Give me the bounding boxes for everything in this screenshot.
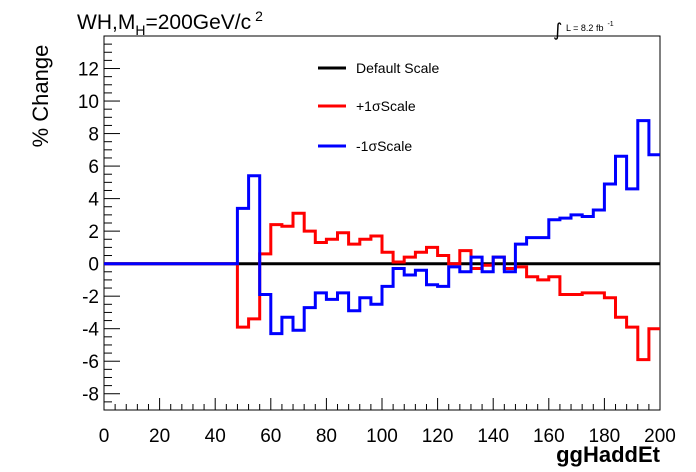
- x-tick-label: 60: [260, 426, 281, 447]
- legend-entry-label: -1σScale: [356, 138, 412, 154]
- series-layer: [104, 119, 660, 362]
- y-tick-label: -8: [82, 385, 99, 406]
- title-mid: =200GeV/c: [145, 11, 251, 34]
- legend: Default Scale +1σScale -1σScale: [318, 60, 439, 154]
- y-tick-label: 12: [78, 60, 99, 81]
- x-axis-title: ggHaddEt: [556, 442, 661, 467]
- x-tick-label: 200: [644, 426, 676, 447]
- y-axis-title: % Change: [28, 45, 53, 148]
- x-tick-label: 0: [99, 426, 110, 447]
- y-tick-label: -4: [82, 320, 99, 341]
- y-tick-label: -2: [82, 287, 99, 308]
- y-tick-label: 8: [88, 125, 99, 146]
- lumi-label: L = 8.2 fb -1: [566, 21, 614, 33]
- x-tick-label: 160: [533, 426, 565, 447]
- chart-title: WH,MH=200GeV/c 2: [77, 8, 263, 38]
- title-subscript: H: [135, 22, 145, 38]
- y-tick-label: -6: [82, 352, 99, 373]
- series-line-1: [104, 211, 660, 362]
- x-tick-label: 100: [366, 426, 398, 447]
- y-tick-label: 6: [88, 157, 99, 178]
- y-tick-label: 4: [88, 190, 99, 211]
- x-tick-label: 180: [589, 426, 621, 447]
- x-tick-label: 120: [422, 426, 454, 447]
- x-tick-label: 20: [149, 426, 170, 447]
- x-tick-label: 80: [316, 426, 337, 447]
- legend-entry-label: +1σScale: [356, 98, 416, 114]
- series-line-2: [104, 119, 660, 336]
- x-tick-label: 140: [477, 426, 509, 447]
- lumi-integral: ∫: [553, 20, 562, 41]
- y-tick-label: 2: [88, 222, 99, 243]
- x-axis: 0 20 40 60 80 100 120 140 160 180 200: [99, 398, 676, 447]
- x-tick-label: 40: [205, 426, 226, 447]
- y-axis: -8 -6 -4 -2 0 2 4 6 8 10 12: [78, 35, 120, 411]
- y-tick-label: 10: [78, 92, 99, 113]
- title-superscript: 2: [255, 8, 263, 24]
- legend-entry-label: Default Scale: [356, 60, 439, 76]
- y-tick-label: 0: [88, 255, 99, 276]
